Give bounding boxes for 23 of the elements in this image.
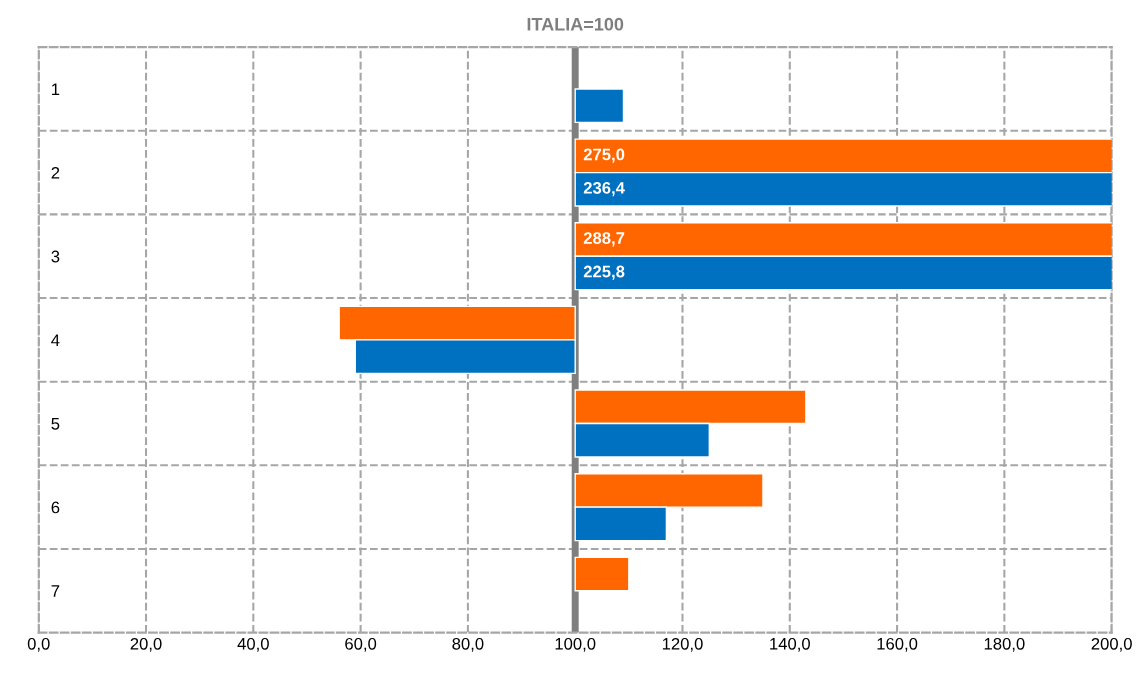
x-tick-label: 120,0 — [662, 637, 703, 652]
y-tick-label: 1 — [52, 83, 60, 95]
x-tick-label: 40,0 — [237, 637, 269, 652]
y-tick-label: 6 — [51, 501, 60, 514]
x-tick-label: 200,0 — [1091, 637, 1132, 652]
data-label: 275,0 — [583, 148, 625, 163]
x-tick-label: 60,0 — [345, 637, 377, 652]
y-tick-label: 2 — [51, 166, 60, 179]
x-tick-label: 0,0 — [27, 637, 50, 652]
x-tick-label: 80,0 — [452, 637, 484, 652]
x-tick-label: 140,0 — [770, 637, 810, 652]
data-label: 288,7 — [583, 232, 625, 247]
y-tick-label: 5 — [51, 418, 60, 430]
data-label: 225,8 — [583, 265, 625, 280]
x-tick-label: 180,0 — [984, 637, 1025, 652]
x-tick-label: 20,0 — [130, 637, 162, 652]
data-label: 236,4 — [583, 181, 625, 197]
y-tick-label: 4 — [51, 334, 60, 346]
x-tick-label: 100,0 — [555, 637, 596, 652]
chart-title: ITALIA=100 — [527, 17, 624, 31]
y-tick-label: 3 — [51, 250, 60, 263]
y-tick-label: 7 — [51, 585, 60, 597]
x-tick-label: 160,0 — [877, 637, 918, 652]
